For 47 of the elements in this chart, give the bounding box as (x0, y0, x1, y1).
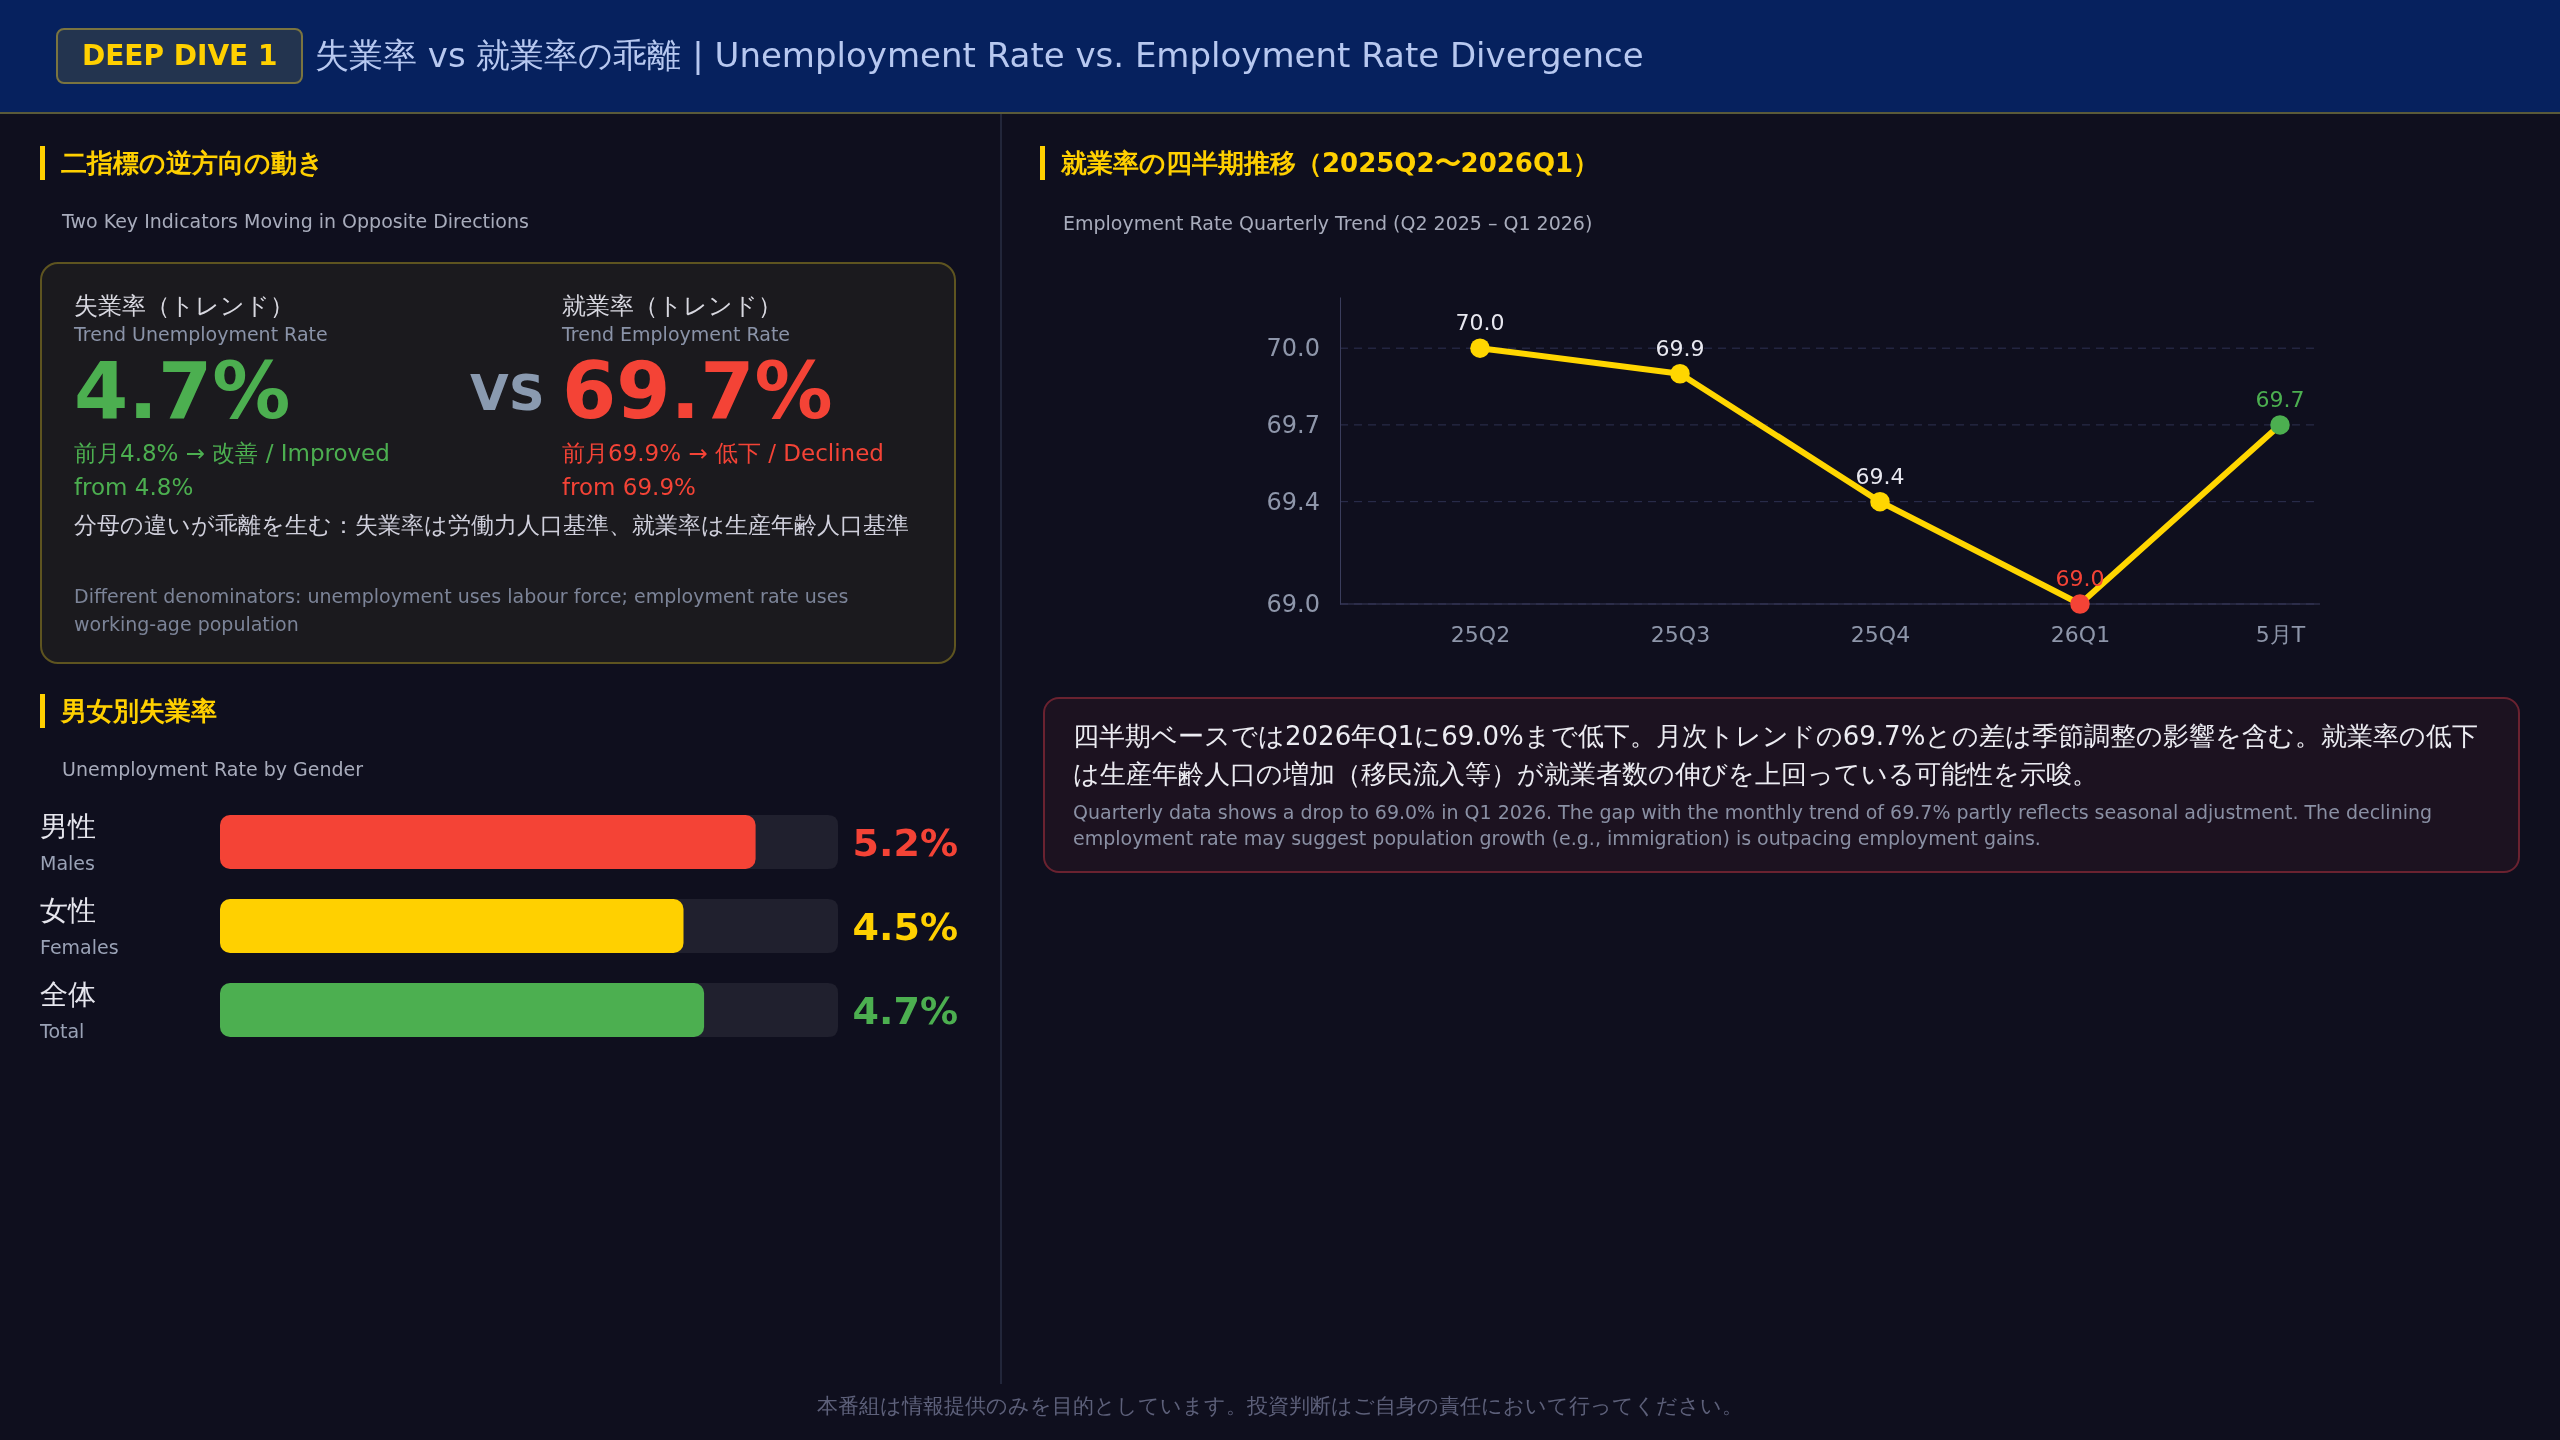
text: 4.7% (74, 346, 291, 436)
data-label: 5.2% (852, 820, 958, 865)
y-tick-label: 女性 Females (40, 894, 119, 958)
x-tick-label: 25Q2 (1450, 621, 1511, 647)
text: 失業率 vs 就業率の乖離 | Unemployment Rate vs. Employment Rate Divergence (315, 34, 1644, 76)
point (1670, 364, 1690, 384)
chart-subtitle: Unemployment Rate by Gender (62, 758, 364, 780)
text: Quarterly data shows a drop to 69.0% in Q1 2026. The gap with the monthly trend of 69.7% partly reflects seasonal adjustment. The declining employment rate may suggest population growth (e.g., immigration) is outpacing employment gains. (1073, 800, 2434, 851)
x-tick-label: 5月T (2255, 621, 2306, 647)
point (2070, 594, 2090, 614)
text: 本番組は情報提供のみを目的としています。投資判断はご自身の責任において行ってください。 (816, 1393, 1744, 1420)
data-label: 69.9 (1655, 335, 1705, 361)
chart-title: 男女別失業率 (40, 694, 217, 728)
y-tick-label: 男性 Males (40, 810, 96, 874)
x-tick-label: 26Q1 (2050, 621, 2111, 647)
y-tick-label: 69.7 (1266, 411, 1320, 440)
text: VS (470, 364, 545, 422)
data-label: 70.0 (1455, 310, 1505, 336)
text: 就業率（トレンド） (562, 291, 783, 322)
text: 分母の違いが乖離を生む：失業率は労働力人口基準、就業率は生産年齢人口基準 (74, 511, 910, 540)
text: 前月69.9% → 低下 / Declined from 69.9% (562, 439, 885, 502)
y-tick-label: 69.4 (1266, 487, 1320, 516)
text: 四半期ベースでは2026年Q1に69.0%まで低下。月次トレンドの69.7%との差は季節調整の影響を含む。就業率の低下は生産年齢人口の増加（移民流入等）が就業者数の伸びを上回っている可能性を示唆。 (1073, 720, 2480, 791)
text: 二指標の逆方向の動き (40, 146, 324, 180)
text: Trend Employment Rate (562, 322, 792, 346)
point (2270, 415, 2290, 435)
text: 失業率（トレンド） (74, 291, 295, 322)
x-tick-label: 25Q4 (1850, 621, 1911, 647)
data-label: 4.7% (852, 988, 958, 1033)
data-label: 69.7 (2255, 386, 2305, 412)
y-tick-label: 69.0 (1266, 590, 1320, 619)
data-label: 69.4 (1855, 463, 1905, 489)
text: Different denominators: unemployment uses labour force; employment rate uses working-age population (74, 584, 850, 637)
data-label: 4.5% (852, 904, 958, 949)
point (1870, 491, 1890, 512)
x-tick-label: 25Q3 (1650, 621, 1711, 647)
point (1470, 338, 1490, 358)
y-tick-label: 全体 Total (39, 978, 96, 1042)
chart-subtitle: Employment Rate Quarterly Trend (Q2 2025 – Q1 2026) (1063, 212, 1593, 234)
text: DEEP DIVE 1 (56, 28, 304, 84)
text: 前月4.8% → 改善 / Improved from 4.8% (74, 439, 391, 502)
text: Two Key Indicators Moving in Opposite Directions (62, 210, 529, 232)
y-tick-label: 70.0 (1266, 334, 1320, 363)
text: 69.7% (562, 346, 834, 436)
chart-title: 就業率の四半期推移（2025Q2〜2026Q1） (1040, 146, 1600, 180)
data-label: 69.0 (2055, 566, 2105, 591)
text: Trend Unemployment Rate (74, 322, 329, 346)
